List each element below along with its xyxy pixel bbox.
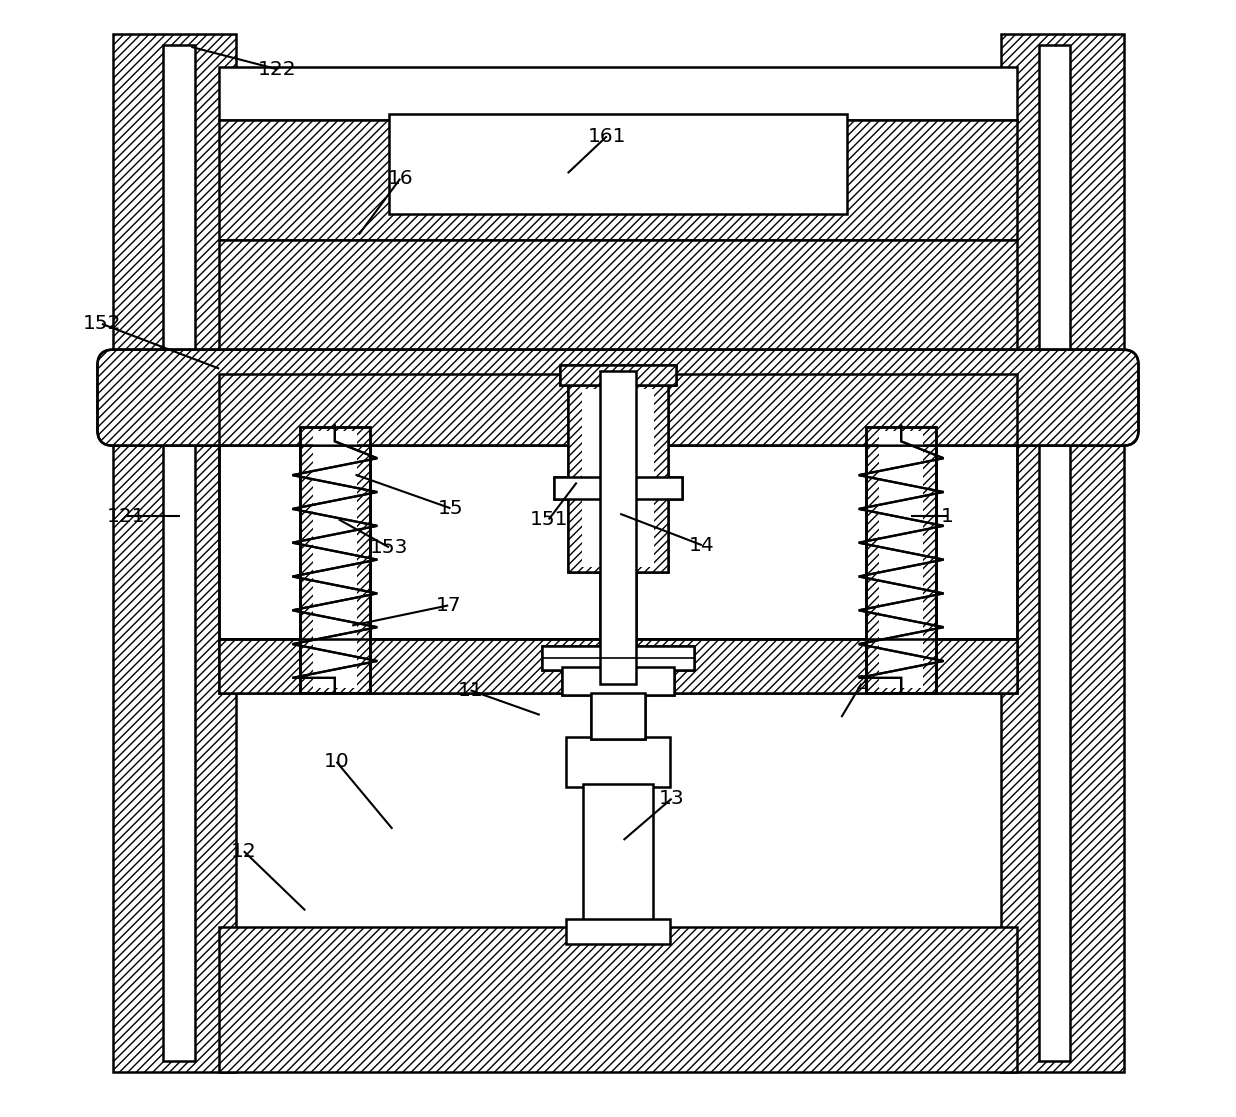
- Text: 11: 11: [457, 680, 483, 700]
- Bar: [543, 646, 693, 670]
- Bar: [219, 639, 1017, 693]
- Bar: [866, 427, 937, 693]
- Bar: [583, 784, 653, 927]
- Text: 13: 13: [659, 789, 685, 809]
- Bar: [562, 667, 674, 695]
- Bar: [566, 919, 670, 944]
- Text: 10: 10: [324, 752, 350, 772]
- Bar: [866, 427, 937, 693]
- Bar: [566, 737, 670, 787]
- FancyBboxPatch shape: [98, 350, 1138, 446]
- Bar: [554, 477, 682, 499]
- Bar: [567, 385, 669, 572]
- Bar: [299, 427, 370, 693]
- Text: 122: 122: [258, 59, 297, 79]
- Text: 12: 12: [231, 841, 257, 861]
- Bar: [313, 431, 357, 688]
- Text: 2: 2: [855, 674, 868, 694]
- Bar: [219, 927, 1017, 1072]
- Bar: [219, 240, 1017, 380]
- Bar: [582, 389, 654, 567]
- Text: 121: 121: [108, 506, 146, 526]
- Text: 161: 161: [587, 126, 627, 146]
- Text: 14: 14: [688, 535, 714, 555]
- Bar: [560, 365, 676, 385]
- Bar: [567, 385, 669, 572]
- Bar: [163, 45, 194, 1061]
- Bar: [299, 427, 370, 693]
- Bar: [389, 114, 847, 214]
- Bar: [1001, 34, 1124, 1072]
- Text: 152: 152: [83, 314, 121, 334]
- Bar: [114, 34, 236, 1072]
- Bar: [299, 427, 370, 693]
- Bar: [560, 365, 676, 385]
- Bar: [601, 371, 635, 684]
- Bar: [866, 427, 937, 693]
- Bar: [219, 67, 1017, 120]
- Text: 16: 16: [387, 169, 413, 189]
- Bar: [299, 427, 370, 693]
- Bar: [601, 371, 635, 684]
- Bar: [313, 431, 357, 688]
- Bar: [543, 646, 693, 670]
- Bar: [219, 639, 1017, 693]
- Bar: [866, 427, 937, 693]
- Bar: [1039, 45, 1070, 1061]
- Bar: [591, 693, 645, 739]
- Text: 153: 153: [370, 537, 408, 557]
- Text: 15: 15: [438, 498, 464, 518]
- Bar: [879, 431, 923, 688]
- Bar: [219, 374, 1017, 639]
- Bar: [591, 693, 645, 739]
- Text: 17: 17: [435, 595, 461, 615]
- Bar: [219, 430, 1017, 639]
- Bar: [879, 431, 923, 688]
- Bar: [554, 477, 682, 499]
- Text: 151: 151: [529, 509, 569, 529]
- Bar: [219, 120, 1017, 240]
- Bar: [582, 389, 654, 567]
- Bar: [562, 667, 674, 695]
- Text: 1: 1: [941, 506, 954, 526]
